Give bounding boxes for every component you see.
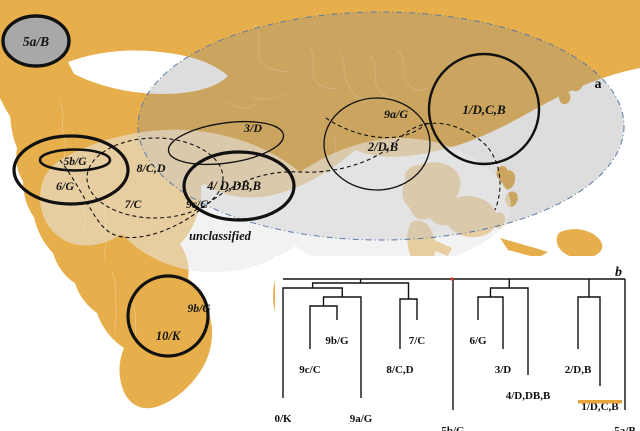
svg-text:7/C: 7/C xyxy=(409,335,426,347)
svg-text:b: b xyxy=(615,265,622,280)
svg-text:9b/G: 9b/G xyxy=(188,303,212,315)
svg-text:2/D,B: 2/D,B xyxy=(565,364,592,376)
svg-text:9a/G: 9a/G xyxy=(350,413,373,425)
svg-text:9a/G: 9a/G xyxy=(384,107,408,121)
svg-text:8/C,D: 8/C,D xyxy=(136,161,165,175)
svg-text:0/K: 0/K xyxy=(274,413,292,425)
svg-text:8/C,D: 8/C,D xyxy=(386,364,413,376)
svg-text:9b/G: 9b/G xyxy=(325,335,349,347)
svg-text:unclassified: unclassified xyxy=(189,229,252,243)
svg-text:9c/C: 9c/C xyxy=(299,364,320,376)
svg-text:a: a xyxy=(595,77,602,92)
svg-text:4/D,DB,B: 4/D,DB,B xyxy=(506,390,551,402)
svg-text:7/C: 7/C xyxy=(125,199,142,211)
svg-text:5b/G: 5b/G xyxy=(441,425,465,431)
svg-text:9c/C: 9c/C xyxy=(186,199,208,211)
svg-text:5b/G: 5b/G xyxy=(64,156,88,168)
svg-text:2/D,B: 2/D,B xyxy=(367,140,398,154)
svg-text:6/G: 6/G xyxy=(469,335,487,347)
svg-text:3/D: 3/D xyxy=(495,364,512,376)
svg-text:10/K: 10/K xyxy=(156,329,182,343)
svg-text:3/D: 3/D xyxy=(243,121,262,135)
svg-text:4/ D,DB,B: 4/ D,DB,B xyxy=(206,179,261,193)
svg-text:5a/B: 5a/B xyxy=(23,34,49,49)
svg-text:1/D,C,B: 1/D,C,B xyxy=(462,102,506,117)
svg-text:5a/B: 5a/B xyxy=(614,425,636,431)
svg-text:6/G: 6/G xyxy=(56,179,74,193)
